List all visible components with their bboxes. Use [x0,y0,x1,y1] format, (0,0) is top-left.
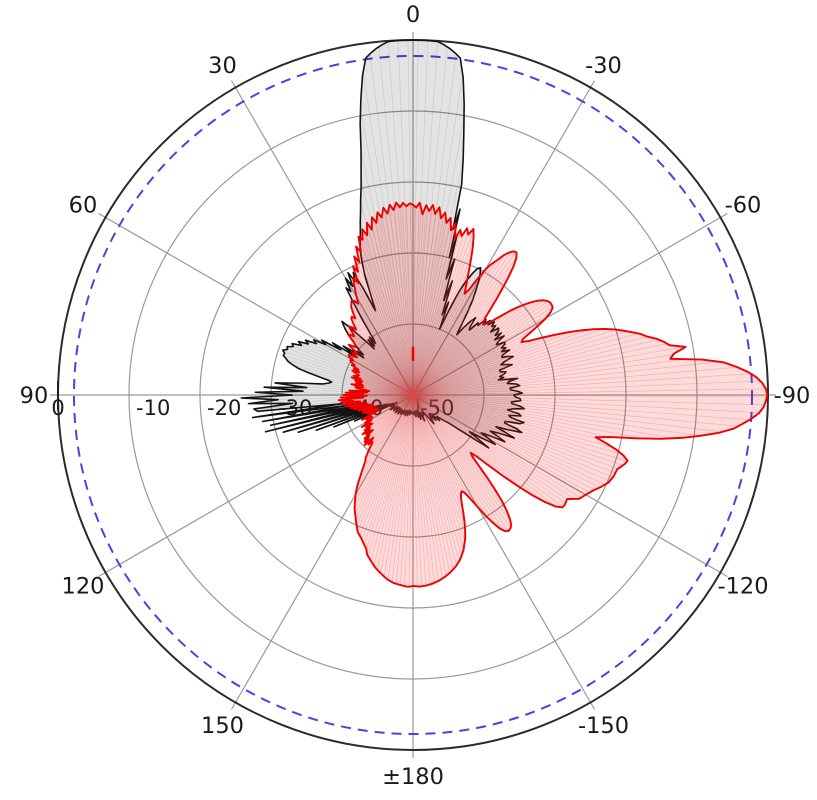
angle-label--120: -120 [717,573,768,599]
angle-label--30: -30 [585,53,622,79]
angle-label--60: -60 [725,192,762,218]
angle-label-60: 60 [69,192,98,218]
angle-label--150: -150 [578,713,629,739]
black-trace-fill [241,40,525,448]
grid-spoke-120 [98,394,414,578]
grid-spoke-330 [412,80,596,396]
red-trace-outline [337,201,769,588]
angle-label-120: 120 [62,573,105,599]
black-trace-outline [240,39,526,449]
angle-label-90: 90 [20,383,49,409]
grid-spoke-60 [98,212,414,396]
radial-tick-label--10: -10 [136,396,170,420]
grid-spoke-210 [412,394,596,710]
angle-label-30: 30 [208,53,237,79]
grid-spoke-150 [230,394,414,710]
angle-label-150: 150 [201,713,244,739]
grid-spoke-300 [412,212,728,396]
red-trace-fill [338,202,768,587]
angle-label-180: ±180 [382,764,444,790]
angle-label--90: -90 [774,383,811,409]
radial-tick-label--20: -20 [207,396,241,420]
reference-dashed-circle [72,54,754,736]
angle-label-0: 0 [406,2,420,28]
grid-spoke-240 [412,394,728,578]
grid-spoke-30 [230,80,414,396]
